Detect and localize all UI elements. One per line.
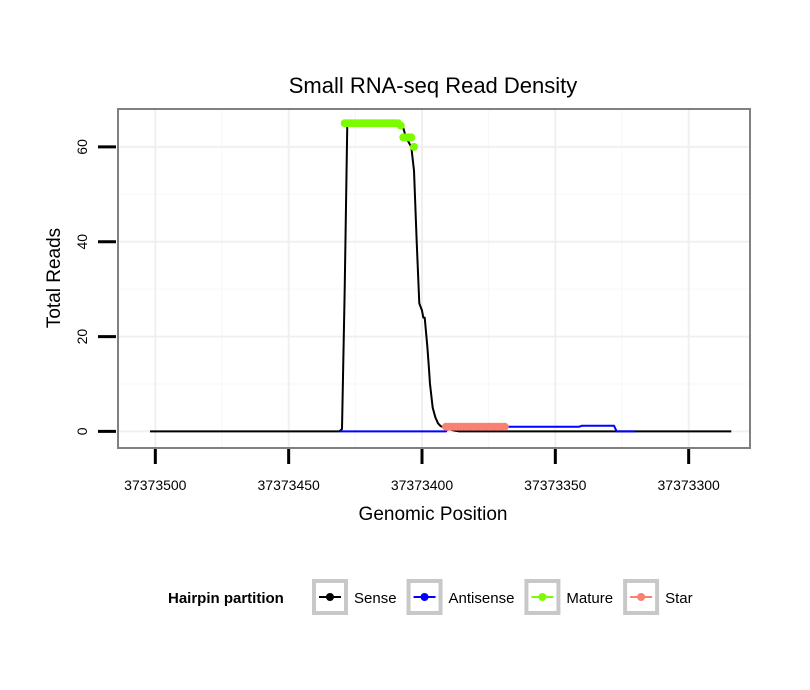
legend-key-point	[637, 593, 646, 601]
legend-entry-antisense: Antisense	[406, 579, 515, 615]
x-tick-label: 37373350	[524, 477, 587, 493]
y-tick-label: 40	[74, 234, 90, 250]
legend-label-mature: Mature	[566, 590, 613, 607]
legend: Hairpin partition Sense Antisense Mature St…	[168, 579, 693, 615]
x-tick-label: 37373450	[258, 477, 321, 493]
y-axis-title: Total Reads	[44, 228, 65, 328]
y-tick-label: 20	[74, 329, 90, 345]
y-tick-label: 60	[74, 139, 90, 155]
plot-border	[117, 108, 751, 449]
chart-title: Small RNA-seq Read Density	[289, 73, 578, 98]
series-layer	[150, 119, 732, 433]
x-tick-label: 37373400	[391, 477, 454, 493]
legend-label-star: Star	[665, 590, 693, 607]
legend-key-point	[326, 593, 334, 601]
legend-key-point	[538, 593, 547, 601]
data-point-mature	[410, 142, 418, 151]
legend-label-sense: Sense	[354, 590, 397, 607]
x-tick-label: 37373500	[124, 477, 187, 493]
x-tick-label: 37373300	[658, 477, 721, 493]
legend-key-point	[420, 593, 429, 601]
data-point-mature	[396, 121, 405, 130]
legend-entry-star: Star	[623, 579, 693, 615]
y-tick-label: 0	[74, 427, 90, 435]
data-point-star	[500, 422, 509, 431]
axes: 37373500 37373450 37373400 37373350 37373300…	[74, 139, 720, 493]
data-point-mature	[407, 133, 416, 142]
legend-entry-mature: Mature	[524, 579, 613, 615]
legend-label-antisense: Antisense	[449, 590, 515, 607]
legend-entry-sense: Sense	[312, 579, 397, 615]
x-axis-title: Genomic Position	[359, 504, 508, 525]
plot-panel	[118, 109, 750, 448]
legend-title: Hairpin partition	[168, 590, 284, 607]
